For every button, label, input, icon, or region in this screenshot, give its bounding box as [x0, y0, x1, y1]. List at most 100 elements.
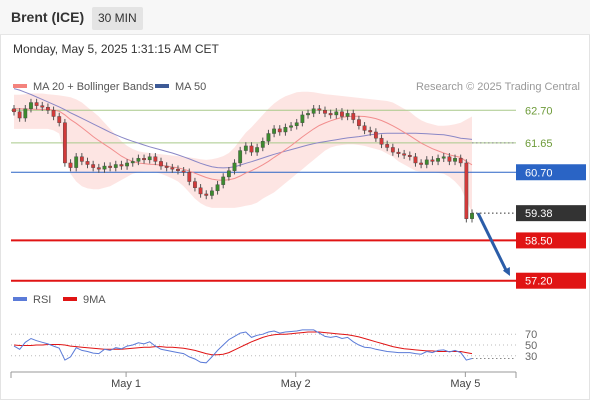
candle-body	[232, 162, 237, 171]
candle	[300, 111, 305, 127]
candle-body	[136, 158, 141, 162]
candle-body	[226, 170, 231, 178]
candle	[373, 128, 378, 142]
candle	[181, 166, 186, 176]
candle	[464, 159, 469, 223]
candle-body	[91, 164, 96, 168]
candle	[390, 143, 395, 156]
candle-body	[159, 161, 163, 167]
candle-body	[238, 150, 243, 164]
candle-body	[390, 147, 395, 153]
level-label-62-70: 62.70	[525, 105, 553, 117]
candle	[419, 159, 424, 169]
rsi-legend-item-rsi: RSI	[13, 294, 51, 306]
candle	[255, 143, 260, 156]
rsi-level-label-30: 30	[525, 351, 537, 363]
candle-body	[334, 111, 339, 116]
candle	[130, 157, 135, 167]
candle-body	[108, 165, 113, 168]
candle-body	[373, 131, 378, 139]
candle-body	[187, 172, 192, 182]
candle	[164, 162, 169, 172]
candle-body	[181, 170, 186, 173]
candle	[210, 187, 214, 200]
candle-body	[385, 144, 390, 148]
candle-body	[243, 145, 248, 151]
candle-body	[464, 162, 469, 219]
candle-body	[147, 156, 152, 161]
candle	[317, 105, 322, 114]
timeframe-badge[interactable]: 30 MIN	[92, 7, 143, 30]
candle	[119, 160, 124, 170]
candle-body	[142, 158, 146, 161]
level-label-61-65: 61.65	[525, 138, 553, 150]
candle	[362, 122, 367, 135]
chart-header: Brent (ICE) 30 MIN	[0, 0, 590, 35]
candle	[402, 149, 407, 159]
candle	[470, 209, 474, 223]
candle	[153, 153, 158, 166]
rsi-legend-item-9ma: 9MA	[63, 294, 106, 306]
candle	[136, 154, 141, 166]
rsi-line	[13, 329, 473, 364]
candle	[232, 159, 237, 175]
candle-body	[46, 106, 50, 111]
candle-body	[357, 119, 361, 126]
candle-body	[277, 128, 282, 133]
candle	[198, 184, 203, 198]
candle	[46, 103, 50, 114]
candle-body	[74, 156, 79, 168]
candle-body	[458, 158, 463, 164]
candle-body	[40, 105, 45, 108]
x-tick-label: May 5	[450, 378, 480, 390]
candle-body	[453, 158, 457, 162]
candle	[424, 156, 429, 169]
candle-body	[221, 176, 226, 185]
candle-body	[68, 162, 73, 168]
rsi-legend-label: RSI	[33, 294, 51, 306]
candle	[23, 105, 28, 122]
candle	[379, 134, 384, 149]
candle-body	[283, 127, 288, 133]
candle	[345, 109, 350, 121]
candle-body	[193, 181, 197, 188]
candle	[260, 137, 265, 152]
candle	[453, 154, 457, 166]
candle	[176, 165, 180, 175]
candle	[334, 108, 339, 119]
candle-body	[294, 122, 299, 126]
candle-body	[12, 108, 16, 113]
rsi-legend-label: 9MA	[83, 294, 106, 306]
candle-body	[119, 164, 124, 167]
candle	[113, 160, 118, 172]
candle	[91, 160, 96, 172]
report-datetime: Monday, May 5, 2025 1:31:15 AM CET	[13, 42, 219, 56]
candle	[458, 154, 463, 167]
candle-body	[17, 111, 22, 119]
candle-body	[260, 141, 265, 148]
candle-body	[249, 145, 254, 153]
candle	[249, 142, 254, 156]
candle-body	[362, 125, 367, 131]
candle-body	[300, 114, 305, 123]
candle	[34, 98, 39, 110]
candle-body	[424, 159, 429, 165]
candle	[51, 106, 56, 121]
candle	[108, 162, 113, 172]
candle-body	[266, 133, 271, 142]
candle-body	[379, 137, 384, 145]
candle	[277, 125, 282, 136]
candle-body	[470, 212, 474, 219]
candle	[351, 109, 356, 124]
candle-body	[215, 184, 220, 192]
candle	[17, 108, 22, 122]
candle	[328, 109, 333, 119]
candle	[147, 153, 152, 164]
level-label-60-70: 60.70	[525, 167, 553, 179]
candle	[221, 173, 226, 189]
legend-item-ma50: MA 50	[155, 81, 206, 93]
legend-item-ma20: MA 20 + Bollinger Bands	[13, 81, 154, 93]
candle-body	[272, 128, 276, 134]
candle	[204, 190, 209, 200]
